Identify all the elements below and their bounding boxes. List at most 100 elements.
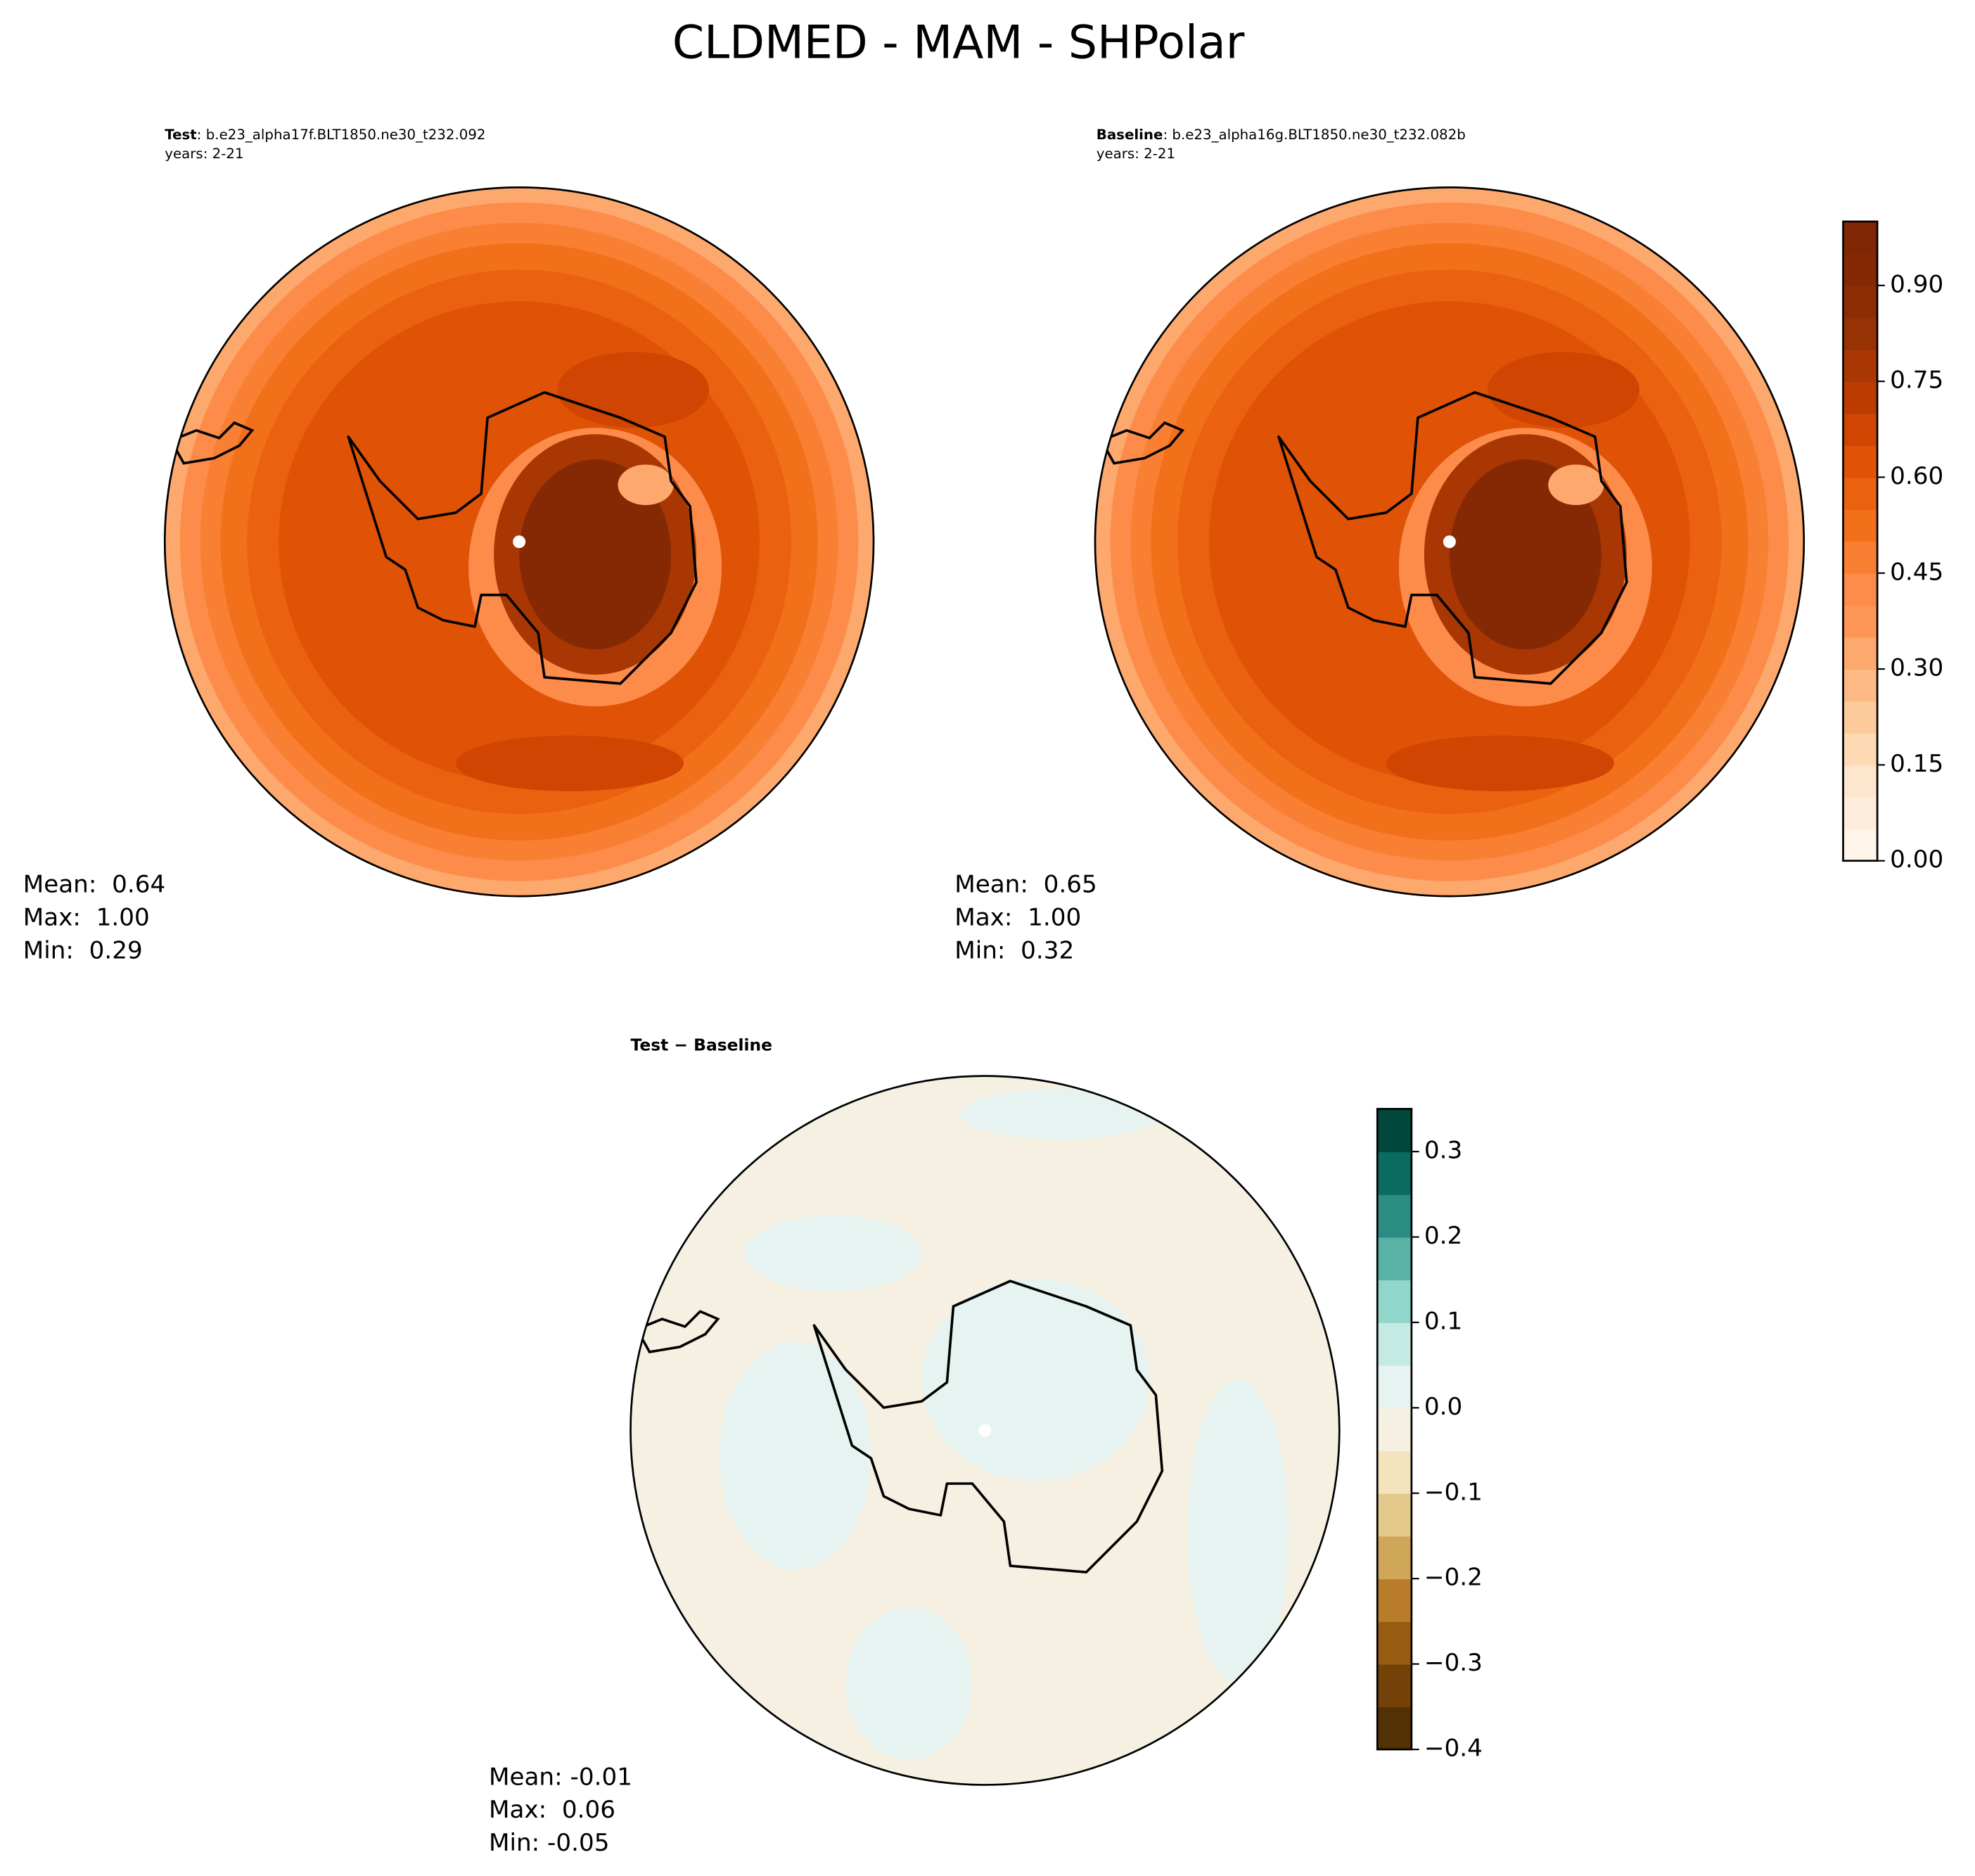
colorbar-tick-label: 0.15: [1890, 750, 1943, 778]
colorbar-band: [1843, 605, 1878, 638]
panel-years: years: 2-21: [1097, 146, 1175, 162]
coastline: [1277, 391, 1628, 685]
panel-years: years: 2-21: [165, 146, 243, 162]
map-boundary: [163, 186, 875, 898]
colorbar-band: [1377, 1280, 1412, 1323]
pole-marker: [978, 1424, 992, 1437]
contour: [1548, 464, 1604, 506]
colorbar-tick-label: 0.3: [1424, 1137, 1462, 1165]
colorbar-band: [1377, 1493, 1412, 1537]
coastline: [634, 1310, 720, 1353]
contour: [1487, 352, 1640, 428]
contour: [719, 1341, 871, 1570]
map: [163, 186, 875, 898]
panel-stat: Max: 1.00: [954, 904, 1081, 932]
colorbar-band: [1377, 1536, 1412, 1580]
map: [629, 1075, 1341, 1786]
colorbar-band: [1377, 1109, 1412, 1153]
colorbar-band: [1377, 1151, 1412, 1195]
coastline: [169, 421, 255, 465]
panel-stat: Min: 0.32: [954, 936, 1074, 964]
colorbar-band: [1377, 1664, 1412, 1708]
colorbar-band: [1843, 573, 1878, 606]
coastline: [347, 391, 698, 685]
colorbar-band: [1843, 541, 1878, 574]
colorbar-band: [1843, 285, 1878, 319]
colorbar-band: [1843, 349, 1878, 383]
colorbar-band: [1843, 477, 1878, 510]
map-boundary: [1094, 186, 1805, 898]
panel-stat: Max: 1.00: [23, 904, 150, 932]
colorbar-band: [1377, 1194, 1412, 1238]
colorbar-band: [1843, 796, 1878, 830]
colorbar-band: [1377, 1621, 1412, 1665]
panel-title: Test: b.e23_alpha17f.BLT1850.ne30_t232.0…: [165, 127, 485, 143]
coastline: [812, 1280, 1164, 1574]
colorbar-tick-label: 0.1: [1424, 1307, 1462, 1335]
colorbar-band: [1843, 413, 1878, 446]
colorbar-band: [1843, 253, 1878, 286]
contour: [618, 464, 674, 506]
colorbar-frame: [1842, 220, 1879, 862]
colorbar-band: [1843, 445, 1878, 478]
colorbar-band: [1377, 1450, 1412, 1494]
contour: [959, 1088, 1163, 1140]
panel-stat: Mean: -0.01: [489, 1763, 632, 1791]
pole-marker: [1443, 535, 1456, 549]
colorbar-band: [1843, 669, 1878, 702]
colorbar-band: [1377, 1706, 1412, 1750]
panel-title: Test − Baseline: [631, 1035, 773, 1055]
colorbar-tick-label: 0.45: [1890, 558, 1943, 586]
panel-stat: Min: -0.05: [489, 1829, 610, 1857]
pole-marker: [513, 535, 526, 549]
colorbar-tick-label: 0.75: [1890, 366, 1943, 395]
colorbar-band: [1377, 1365, 1412, 1409]
colorbar-tick-label: −0.4: [1424, 1735, 1483, 1763]
contour: [1386, 735, 1614, 791]
colorbar-tick-label: 0.2: [1424, 1222, 1462, 1250]
colorbar-band: [1377, 1322, 1412, 1366]
colorbar-band: [1843, 765, 1878, 798]
colorbar-band: [1377, 1408, 1412, 1451]
colorbar-tick-label: −0.3: [1424, 1649, 1483, 1677]
coastline: [1099, 421, 1185, 465]
colorbar-band: [1843, 829, 1878, 862]
colorbar-tick-label: 0.00: [1890, 846, 1943, 874]
colorbar-tick-label: 0.0: [1424, 1393, 1462, 1421]
panel-case: : b.e23_alpha17f.BLT1850.ne30_t232.092: [197, 127, 486, 143]
colorbar-band: [1377, 1578, 1412, 1622]
figure-title: CLDMED - MAM - SHPolar: [672, 16, 1245, 69]
panel-stat: Mean: 0.64: [23, 871, 166, 899]
panel-stat: Mean: 0.65: [954, 871, 1097, 899]
colorbar-band: [1843, 381, 1878, 414]
panel-stat: Min: 0.29: [23, 936, 143, 964]
contour: [744, 1215, 922, 1291]
map-boundary: [629, 1075, 1341, 1786]
contour: [1449, 459, 1602, 650]
colorbar-band: [1843, 509, 1878, 542]
colorbar-band: [1843, 317, 1878, 350]
panel-title: Baseline: b.e23_alpha16g.BLT1850.ne30_t2…: [1097, 127, 1466, 143]
colorbar-tick-label: 0.30: [1890, 654, 1943, 682]
colorbar-tick-label: 0.60: [1890, 462, 1943, 490]
panel-case: : b.e23_alpha16g.BLT1850.ne30_t232.082b: [1163, 127, 1465, 143]
colorbar-frame: [1376, 1108, 1413, 1751]
colorbar-band: [1843, 701, 1878, 734]
colorbar-tick-label: −0.2: [1424, 1564, 1483, 1592]
contour: [519, 459, 672, 650]
contour: [1187, 1379, 1289, 1684]
contour: [557, 352, 710, 428]
panel-stat: Max: 0.06: [489, 1796, 615, 1824]
colorbar-band: [1843, 221, 1878, 255]
colorbar-band: [1843, 732, 1878, 766]
colorbar-band: [1843, 637, 1878, 670]
colorbar-tick-label: 0.90: [1890, 270, 1943, 298]
contour: [921, 1278, 1150, 1481]
contour: [845, 1607, 973, 1760]
contour: [456, 735, 684, 791]
colorbar-tick-label: −0.1: [1424, 1478, 1483, 1506]
map: [1094, 186, 1805, 898]
colorbar-band: [1377, 1237, 1412, 1281]
